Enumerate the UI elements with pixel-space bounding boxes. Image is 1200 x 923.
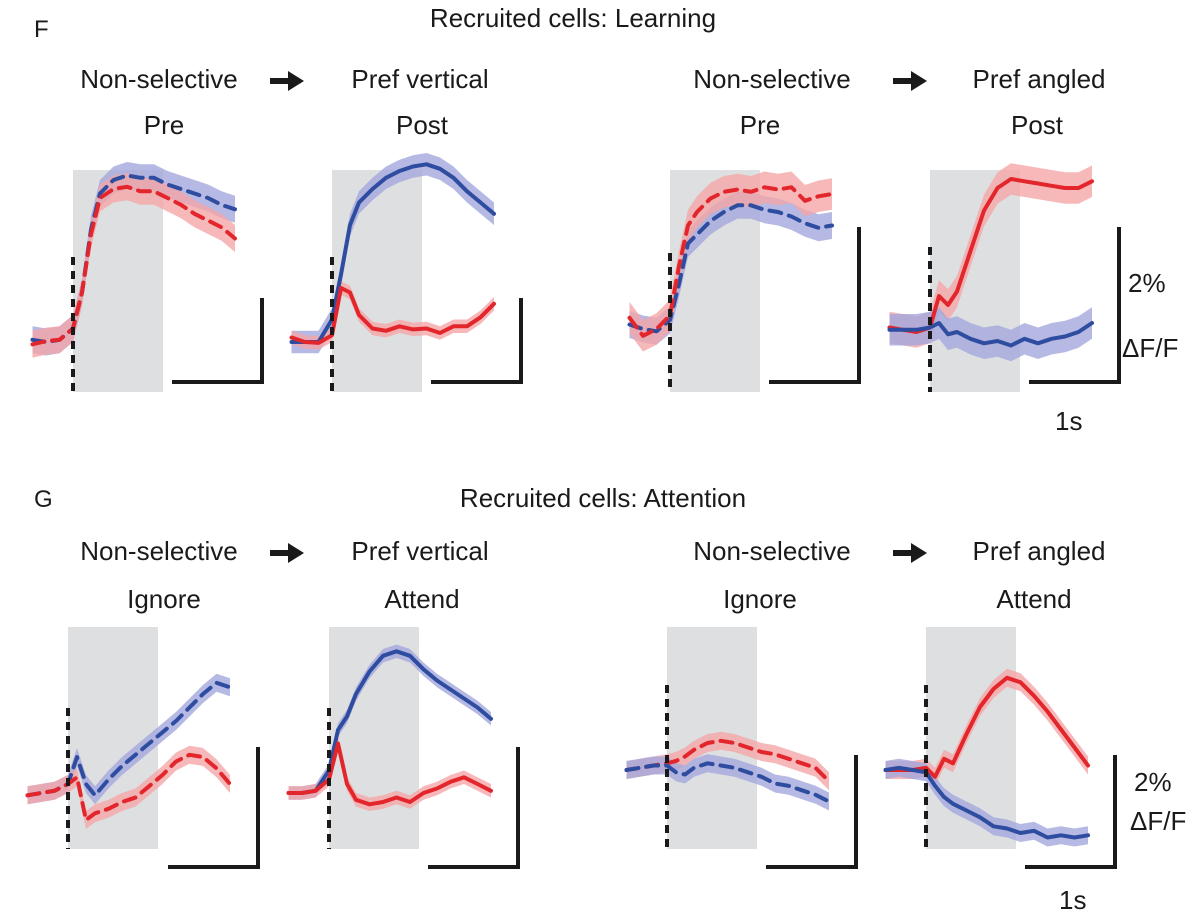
pair-f1-to-label: Pref vertical (351, 64, 488, 94)
red-dashed-trace (30, 184, 237, 347)
subtitle-g-3: Ignore (723, 584, 797, 614)
scale-bar-x-label-g: 1s (1059, 885, 1086, 915)
panel-title-f: Recruited cells: Learning (430, 3, 716, 33)
blue-dashed-trace (25, 680, 232, 798)
scale-bar-x-label-f: 1s (1055, 406, 1082, 436)
plot-area (25, 153, 1121, 869)
pair-f2-from-label: Non-selective (693, 64, 851, 94)
subtitle-f-1: Pre (144, 110, 184, 140)
pair-g2-from-label: Non-selective (693, 536, 851, 566)
pair-f2-to-label: Pref angled (973, 64, 1106, 94)
pair-f1-from-label: Non-selective (80, 64, 238, 94)
subplot-f-3 (627, 170, 861, 392)
scale-bar (428, 747, 520, 869)
scale-bar (431, 298, 523, 384)
red-error-band (626, 731, 829, 791)
pair-g1-to-label: Pref vertical (351, 536, 488, 566)
subplot-g-4 (883, 627, 1117, 869)
red-error-band (27, 745, 230, 829)
red-error-band (32, 173, 235, 358)
panel-letter-f: F (34, 16, 49, 43)
pair-g1-from-label: Non-selective (80, 536, 238, 566)
stimulus-period (68, 627, 158, 849)
subplot-f-1 (30, 162, 264, 392)
blue-error-band (885, 758, 1088, 847)
subplot-g-2 (286, 627, 520, 869)
scale-bar (766, 755, 858, 869)
blue-dashed-trace (624, 761, 831, 804)
subtitle-f-2: Post (396, 110, 449, 140)
subtitle-g-1: Ignore (127, 584, 201, 614)
blue-solid-trace (289, 162, 496, 344)
blue-error-band (889, 307, 1092, 362)
red-dashed-trace (627, 185, 834, 338)
scale-bar-y-unit-g: ΔF/F (1130, 806, 1186, 836)
subplot-g-3 (624, 627, 858, 869)
scale-bar-y-label-f: 2% (1128, 268, 1166, 298)
pair-g2-to-label: Pref angled (973, 536, 1106, 566)
blue-solid-trace (887, 321, 1094, 348)
right-arrow-icon (893, 543, 927, 563)
red-solid-trace (289, 286, 496, 345)
subtitle-g-4: Attend (996, 584, 1071, 614)
panel-letter-g: G (34, 486, 53, 513)
scale-bar (168, 747, 260, 869)
right-arrow-icon (270, 543, 304, 563)
right-arrow-icon (270, 71, 304, 91)
scale-bar-y-unit-f: ΔF/F (1122, 333, 1178, 363)
scale-bar (1025, 755, 1117, 869)
blue-solid-trace (883, 765, 1090, 840)
subplot-g-1 (25, 627, 260, 869)
subtitle-g-2: Attend (384, 584, 459, 614)
red-dashed-trace (624, 738, 831, 784)
red-solid-trace (286, 741, 493, 807)
scale-bar-y-label-g: 2% (1134, 767, 1172, 797)
red-dashed-trace (25, 752, 232, 822)
subtitle-f-4: Post (1011, 110, 1064, 140)
panel-title-g: Recruited cells: Attention (460, 483, 746, 513)
red-error-band (889, 163, 1092, 348)
blue-solid-trace (286, 649, 493, 795)
stimulus-period (332, 170, 422, 392)
stimulus-period (73, 170, 163, 392)
subtitle-f-3: Pre (740, 110, 780, 140)
subplot-f-2 (289, 153, 523, 392)
subplot-f-4 (887, 163, 1121, 392)
red-solid-trace (883, 675, 1090, 779)
blue-error-band (291, 153, 494, 354)
blue-dashed-trace (627, 203, 834, 334)
scale-bar (1029, 227, 1121, 384)
scale-bar (172, 298, 264, 384)
blue-error-band (626, 754, 829, 811)
scale-bar (769, 227, 861, 384)
right-arrow-icon (893, 71, 927, 91)
